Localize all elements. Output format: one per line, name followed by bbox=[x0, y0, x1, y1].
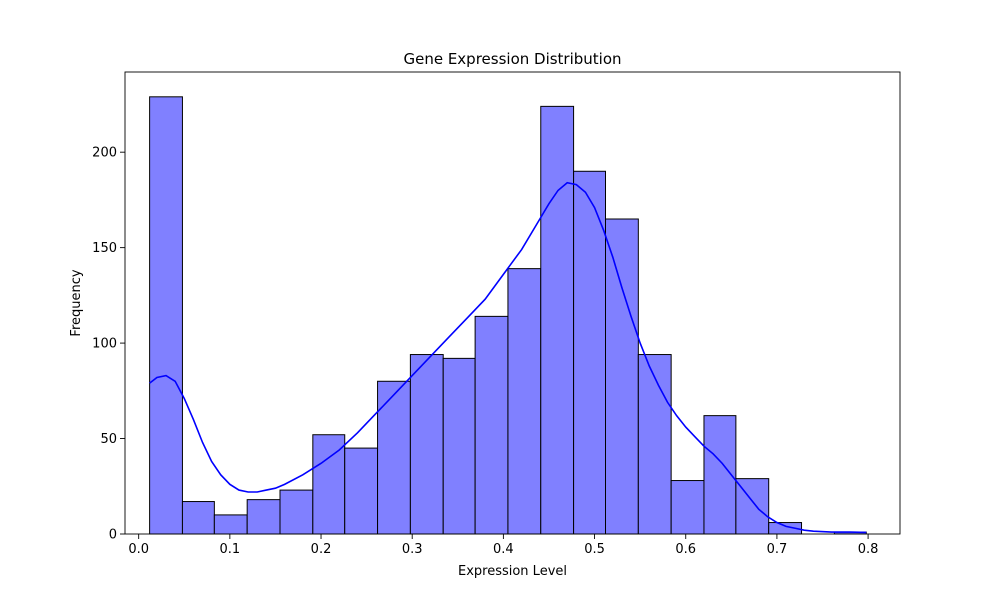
histogram-bar bbox=[149, 96, 183, 535]
histogram-bar bbox=[377, 380, 411, 535]
x-tick-label: 0.1 bbox=[220, 542, 241, 557]
histogram-bar bbox=[246, 499, 281, 535]
y-tick-label: 50 bbox=[100, 432, 117, 447]
histogram-bar bbox=[637, 354, 672, 535]
chart-title: Gene Expression Distribution bbox=[403, 50, 621, 68]
histogram-bar bbox=[312, 434, 346, 535]
x-tick-label: 0.2 bbox=[311, 542, 332, 557]
x-tick-label: 0.0 bbox=[128, 542, 149, 557]
histogram-bar bbox=[409, 354, 444, 535]
x-tick-label: 0.3 bbox=[402, 542, 423, 557]
x-axis-label: Expression Level bbox=[458, 564, 567, 579]
histogram-bar bbox=[344, 447, 379, 535]
plot-frame bbox=[124, 71, 901, 535]
x-axis-ticks: 0.0 0.1 0.2 0.3 0.4 0.5 0.6 0.7 0.8 bbox=[128, 534, 878, 557]
histogram-bars bbox=[149, 96, 867, 535]
histogram-bar bbox=[670, 480, 705, 535]
y-axis-label: Frequency bbox=[69, 269, 84, 336]
y-tick-label: 0 bbox=[109, 528, 117, 543]
histogram-bar bbox=[474, 315, 509, 535]
x-tick-label: 0.4 bbox=[493, 542, 514, 557]
histogram-bar bbox=[213, 514, 248, 535]
y-axis-ticks: 0 50 100 150 200 bbox=[92, 146, 125, 543]
histogram-bar bbox=[181, 501, 215, 535]
x-tick-label: 0.8 bbox=[858, 542, 879, 557]
y-tick-label: 200 bbox=[92, 146, 117, 161]
histogram-bar bbox=[540, 105, 575, 535]
histogram-bar bbox=[573, 170, 607, 535]
histogram-bar bbox=[442, 357, 476, 535]
histogram-bar bbox=[605, 218, 639, 535]
x-tick-label: 0.6 bbox=[675, 542, 696, 557]
y-tick-label: 100 bbox=[92, 337, 117, 352]
y-tick-label: 150 bbox=[92, 241, 117, 256]
kde-curve bbox=[149, 181, 867, 534]
x-tick-label: 0.5 bbox=[584, 542, 605, 557]
x-tick-label: 0.7 bbox=[767, 542, 788, 557]
histogram-bar bbox=[507, 268, 542, 535]
histogram-bar bbox=[279, 489, 314, 535]
